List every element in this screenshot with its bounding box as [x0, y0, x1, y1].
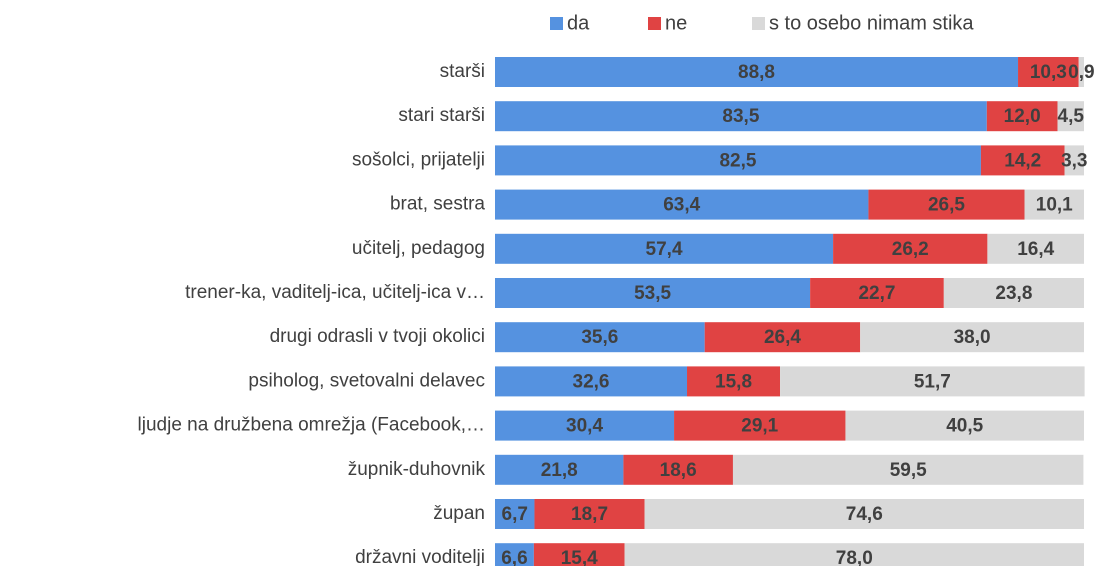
value-label: 59,5 [890, 460, 927, 481]
category-label: brat, sestra [390, 194, 485, 215]
bar-segment [1024, 189, 1084, 220]
value-label: 26,5 [928, 195, 965, 216]
value-label: 63,4 [663, 195, 700, 216]
bar-segment [495, 543, 534, 566]
bar-segment [980, 145, 1065, 176]
bar-segment [780, 366, 1085, 397]
bar-segment [495, 322, 705, 353]
value-label: 53,5 [634, 283, 671, 304]
legend-swatch [752, 17, 765, 30]
category-label: državni voditelji [355, 547, 485, 566]
value-label: 15,8 [715, 371, 752, 392]
bar-segment [1018, 57, 1079, 87]
bar-segment [495, 57, 1019, 87]
bar-segment [833, 233, 988, 264]
bar-segment [495, 366, 688, 397]
bar-segment [868, 189, 1025, 220]
category-label: učitelj, pedagog [352, 238, 485, 259]
legend-label: ne [665, 12, 687, 34]
bar-segment [534, 499, 645, 529]
value-label: 18,7 [571, 504, 608, 525]
bar-segment [495, 454, 624, 485]
value-label: 10,1 [1036, 195, 1073, 216]
value-label: 78,0 [836, 548, 873, 566]
bar-segment [1078, 57, 1084, 87]
bar-segment [644, 499, 1084, 529]
value-label: 32,6 [573, 371, 610, 392]
value-label: 57,4 [646, 239, 683, 260]
value-label: 74,6 [846, 504, 883, 525]
bar-segment [1057, 101, 1084, 132]
value-label: 4,5 [1058, 106, 1085, 127]
bar-segment [495, 410, 675, 441]
value-label: 26,2 [892, 239, 929, 260]
category-label: sošolci, prijatelji [352, 149, 485, 170]
bar-segment [687, 366, 781, 397]
bar-segment [495, 145, 981, 176]
value-label: 10,3 [1030, 62, 1067, 83]
legend-label: s to osebo nimam stika [769, 12, 974, 34]
value-label: 18,6 [660, 460, 697, 481]
category-label: župan [433, 503, 485, 524]
bar-segment [1064, 145, 1084, 176]
value-label: 30,4 [566, 416, 603, 437]
value-label: 23,8 [995, 283, 1032, 304]
legend-swatch [648, 17, 661, 30]
bar-segment [810, 278, 944, 308]
value-label: 83,5 [722, 106, 759, 127]
bar-segment [533, 543, 625, 566]
bar-segment [495, 189, 869, 220]
value-label: 35,6 [581, 327, 618, 348]
value-label: 29,1 [741, 416, 778, 437]
legend-swatch [550, 17, 563, 30]
value-label: 12,0 [1004, 106, 1041, 127]
value-label: 15,4 [561, 548, 598, 566]
bar-segment [495, 278, 811, 308]
value-label: 3,3 [1061, 150, 1087, 171]
category-label: trener-ka, vaditelj-ica, učitelj-ica v… [185, 282, 485, 303]
value-label: 51,7 [914, 371, 951, 392]
bar-segment [860, 322, 1084, 353]
bar-segment [495, 101, 987, 132]
value-label: 16,4 [1017, 239, 1054, 260]
bar-segment [845, 410, 1084, 441]
category-label: stari starši [398, 105, 485, 126]
bar-segment [624, 543, 1084, 566]
category-label: drugi odrasli v tvoji okolici [270, 326, 485, 347]
bar-segment [623, 454, 733, 485]
bar-segment [674, 410, 846, 441]
bar-segment [495, 233, 834, 264]
bar-segment [495, 499, 535, 529]
bar-segment [704, 322, 861, 353]
value-label: 40,5 [946, 416, 983, 437]
value-label: 26,4 [764, 327, 801, 348]
value-label: 6,6 [501, 548, 527, 566]
category-label: starši [440, 61, 485, 82]
category-label: župnik-duhovnik [348, 459, 486, 480]
bar-segment [987, 233, 1084, 264]
category-label: ljudje na družbena omrežja (Facebook,… [138, 415, 485, 436]
value-label: 22,7 [858, 283, 895, 304]
value-label: 88,8 [738, 62, 775, 83]
value-label: 38,0 [954, 327, 991, 348]
value-label: 21,8 [541, 460, 578, 481]
value-label: 6,7 [502, 504, 528, 525]
value-label: 82,5 [719, 150, 756, 171]
value-label: 0,9 [1068, 62, 1094, 83]
bar-segment [943, 278, 1084, 308]
bar-segment [732, 454, 1084, 485]
category-label: psiholog, svetovalni delavec [248, 370, 485, 391]
bar-segment [986, 101, 1058, 132]
legend-label: da [567, 12, 590, 34]
value-label: 14,2 [1004, 150, 1041, 171]
